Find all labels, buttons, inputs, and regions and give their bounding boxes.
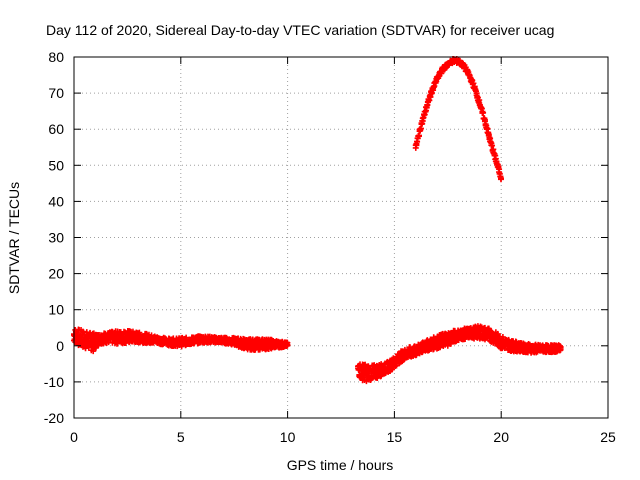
y-tick-label: 0 [56,338,64,354]
x-tick-label: 20 [493,429,509,445]
series-arc-2 [355,323,564,385]
y-tick-label: 40 [48,193,64,209]
data-point [284,342,291,349]
x-axis-label: GPS time / hours [287,457,394,473]
series-arc-1 [71,326,291,355]
y-tick-label: -10 [44,374,64,390]
series-arc-3 [412,55,504,183]
chart-title: Day 112 of 2020, Sidereal Day-to-day VTE… [46,22,554,38]
x-tick-label: 25 [600,429,616,445]
y-tick-label: 50 [48,157,64,173]
y-tick-label: -20 [44,410,64,426]
data-point [557,343,564,350]
y-tick-label: 80 [48,49,64,65]
y-tick-label: 20 [48,266,64,282]
data-points [71,55,564,385]
x-tick-label: 15 [387,429,403,445]
y-tick-label: 10 [48,302,64,318]
y-tick-label: 60 [48,121,64,137]
data-point [497,176,504,183]
x-tick-label: 0 [70,429,78,445]
x-tick-label: 5 [177,429,185,445]
y-tick-label: 30 [48,230,64,246]
y-axis-label: SDTVAR / TECUs [6,182,22,294]
tick-labels: 0 5 10 15 20 25 -20 -10 0 10 20 30 40 50 60 70 80 [44,49,616,445]
data-point [480,109,487,116]
x-tick-label: 10 [280,429,296,445]
y-tick-label: 70 [48,85,64,101]
ticks [73,56,609,419]
